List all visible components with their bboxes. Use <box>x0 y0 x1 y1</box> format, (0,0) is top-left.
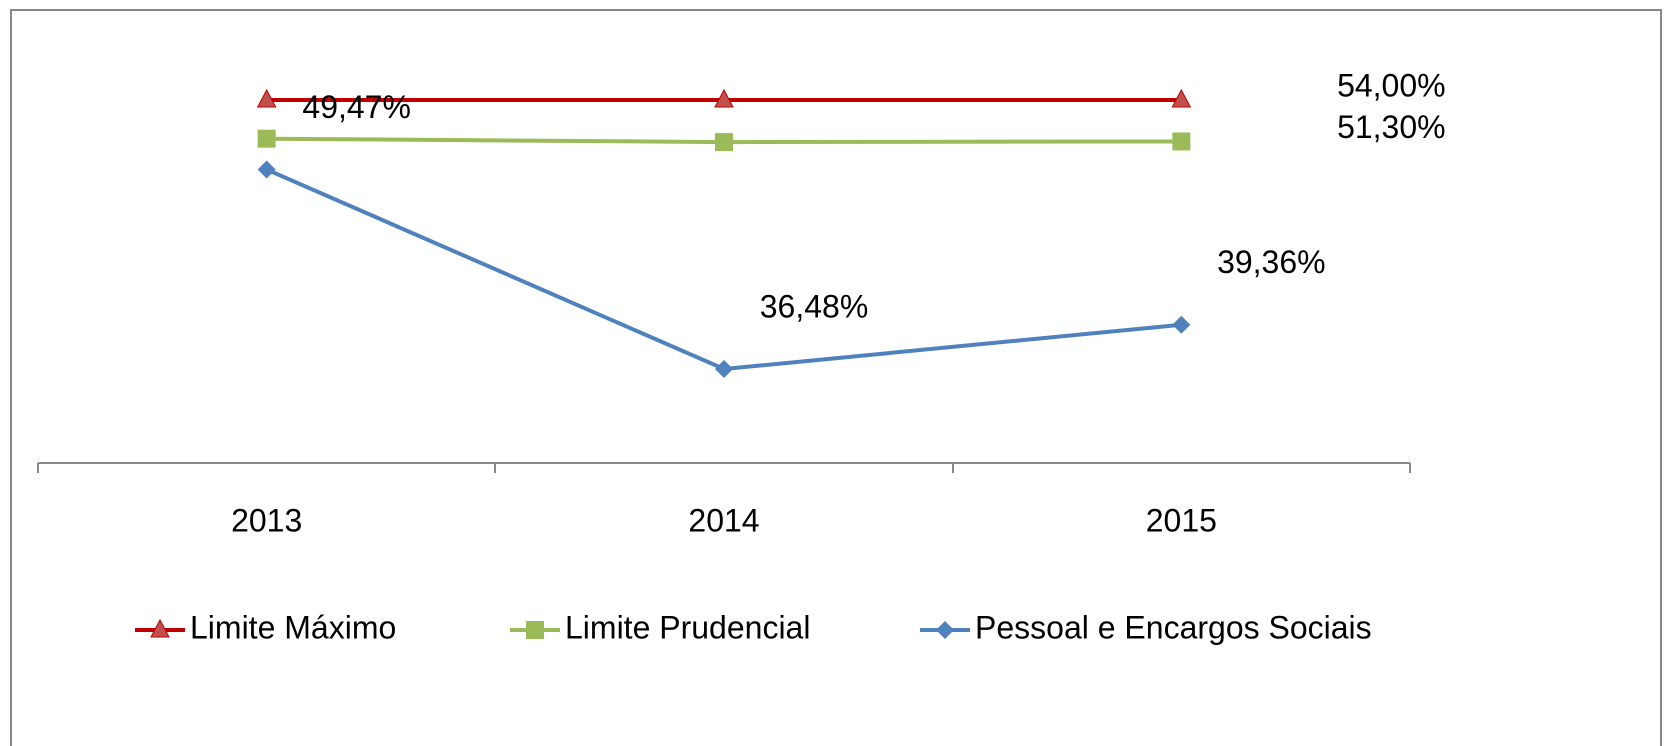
x-axis <box>37 462 1411 473</box>
marker <box>1172 315 1191 334</box>
data-label: 39,36% <box>1217 244 1326 280</box>
marker <box>1172 132 1191 151</box>
marker <box>715 360 733 378</box>
legend-marker <box>150 618 170 638</box>
data-label: 49,47% <box>302 89 411 125</box>
legend-label: Limite Prudencial <box>565 609 810 645</box>
legend-label: Pessoal e Encargos Sociais <box>975 609 1372 645</box>
marker <box>715 133 733 152</box>
chart-frame <box>10 9 1662 746</box>
legend-label: Limite Máximo <box>190 609 396 645</box>
legend-item: Limite Prudencial <box>510 609 810 645</box>
x-tick-label: 2013 <box>231 502 302 538</box>
legend-marker <box>526 621 544 639</box>
marker <box>256 88 277 108</box>
legend-item: Pessoal e Encargos Sociais <box>920 609 1372 645</box>
x-tick-label: 2014 <box>688 502 759 538</box>
marker <box>257 160 276 179</box>
data-label: 36,48% <box>760 288 869 324</box>
marker <box>257 129 276 148</box>
legend-marker <box>936 621 954 639</box>
marker <box>714 88 734 108</box>
x-tick-label: 2015 <box>1146 502 1217 538</box>
data-label: 54,00% <box>1337 67 1446 103</box>
legend-item: Limite Máximo <box>135 609 396 645</box>
marker <box>1171 88 1192 108</box>
data-label: 51,30% <box>1337 109 1446 145</box>
